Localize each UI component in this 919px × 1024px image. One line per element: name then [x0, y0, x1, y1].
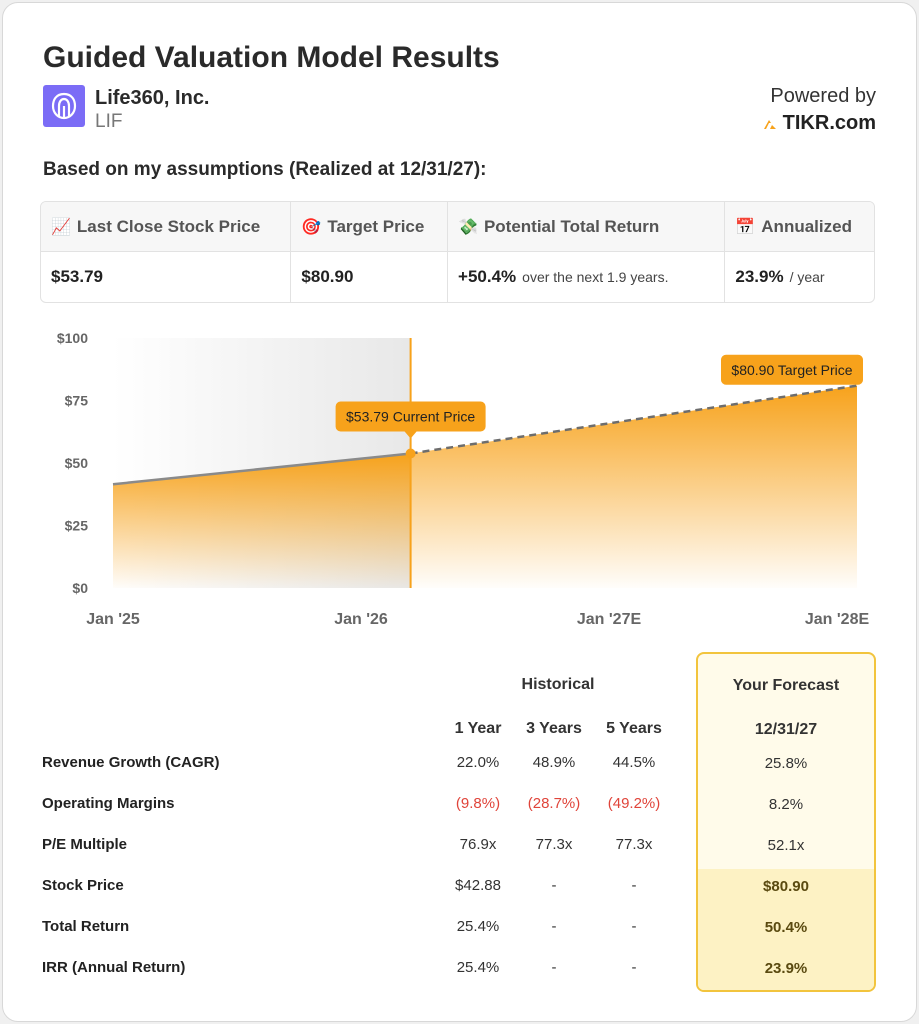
chart-up-icon: 📈	[51, 217, 71, 236]
metric-forecast-value: $80.90	[763, 878, 809, 895]
summary-target: 🎯 Target Price $80.90	[291, 202, 449, 302]
metric-forecast-value: 8.2%	[768, 796, 804, 813]
potential-return-label: Potential Total Return	[483, 216, 660, 236]
x-tick-label: Jan '25	[86, 611, 140, 628]
page-title: Guided Valuation Model Results	[43, 41, 500, 74]
metric-historical-value: (9.8%)	[455, 795, 501, 812]
metric-forecast-value: 50.4%	[764, 919, 808, 936]
target-price-callout	[721, 354, 863, 385]
current-price-point	[405, 448, 416, 459]
metric-forecast-value: 25.8%	[764, 755, 808, 772]
historical-header: Historical	[521, 676, 595, 693]
target-icon: 🎯	[301, 217, 322, 236]
last-close-value: $53.79	[51, 267, 103, 286]
metric-historical-value: 22.0%	[456, 754, 500, 771]
tikr-logo-icon	[763, 119, 776, 129]
metric-label: Operating Margins	[42, 795, 175, 812]
historical-line	[112, 452, 411, 486]
forecast-header: Your Forecast	[732, 677, 840, 694]
metric-historical-value: 77.3x	[615, 836, 653, 853]
current-price-callout	[335, 401, 486, 432]
metric-historical-value: -	[631, 959, 637, 976]
metric-label: P/E Multiple	[42, 836, 128, 853]
summary-annualized: 📅 Annualized 23.9% / year	[725, 202, 874, 302]
metric-historical-value: 77.3x	[535, 836, 573, 853]
target-value: $80.90	[301, 267, 354, 286]
x-tick-label: Jan '28E	[805, 611, 870, 628]
column-3-years: 3 Years	[526, 720, 582, 737]
metrics-table: Historical Your Forecast 1 Year 3 Years …	[0, 650, 919, 1000]
metric-historical-value: -	[551, 918, 557, 935]
annualized-label: Annualized	[761, 216, 852, 236]
last-close-label: Last Close Stock Price	[76, 216, 261, 236]
forecast-area	[410, 385, 857, 588]
target-label: Target Price	[327, 216, 425, 236]
metric-historical-value: -	[551, 877, 557, 894]
powered-by-label: Powered by	[770, 85, 876, 107]
column-5-years: 5 Years	[606, 720, 662, 737]
column-forecast-date: 12/31/27	[754, 721, 818, 738]
metric-historical-value: 25.4%	[456, 918, 500, 935]
x-tick-label: Jan '26	[334, 611, 388, 628]
calendar-icon: 📅	[735, 217, 756, 236]
summary-table: 📈 Last Close Stock Price $53.79 🎯 Target…	[40, 201, 875, 303]
column-1-year: 1 Year	[454, 720, 502, 737]
metric-label: IRR (Annual Return)	[42, 959, 186, 976]
company-name: Life360, Inc.	[95, 87, 210, 109]
metric-label: Total Return	[42, 918, 130, 935]
annualized-value: 23.9%	[735, 267, 784, 286]
forecast-line	[410, 384, 857, 455]
price-chart: $0 $25 $50 $75 $100 $53.79 Current Price $80.9…	[57, 330, 870, 628]
summary-last-close: 📈 Last Close Stock Price $53.79	[41, 202, 292, 302]
company-logo-icon	[43, 85, 85, 127]
metric-historical-value: (49.2%)	[607, 795, 661, 812]
brand-name: TIKR.com	[782, 112, 876, 134]
y-tick-label: $50	[65, 455, 89, 471]
forecast-panel	[696, 652, 876, 992]
annualized-note: / year	[789, 269, 825, 285]
metric-historical-value: 44.5%	[612, 754, 656, 771]
metric-historical-value: -	[631, 877, 637, 894]
brand-link[interactable]: TIKR.com	[763, 112, 876, 135]
metric-historical-value: 25.4%	[456, 959, 500, 976]
potential-return-value: +50.4%	[458, 267, 517, 286]
current-price-callout-pointer	[404, 431, 417, 439]
ticker-symbol: LIF	[95, 111, 123, 132]
metric-historical-value: -	[551, 959, 557, 976]
y-tick-label: $0	[72, 580, 88, 596]
metric-label: Stock Price	[42, 877, 124, 894]
metric-historical-value: (28.7%)	[527, 795, 581, 812]
metric-forecast-value: 52.1x	[767, 837, 805, 854]
y-tick-label: $25	[65, 518, 89, 534]
potential-return-note: over the next 1.9 years.	[522, 269, 669, 285]
summary-potential-return: 💸 Potential Total Return +50.4% over the…	[448, 202, 726, 302]
y-tick-label: $75	[65, 393, 89, 409]
target-price-label: $80.90 Target Price	[731, 362, 852, 378]
powered-by[interactable]: Powered by TIKR.com	[763, 85, 876, 135]
metric-historical-value: 76.9x	[459, 836, 497, 853]
metric-forecast-value: 23.9%	[764, 960, 808, 977]
metric-historical-value: $42.88	[455, 877, 501, 894]
historical-area	[113, 453, 411, 588]
current-price-label: $53.79 Current Price	[346, 409, 475, 425]
y-tick-label: $100	[57, 330, 88, 346]
metric-historical-value: 48.9%	[532, 754, 576, 771]
assumptions-subtitle: Based on my assumptions (Realized at 12/…	[43, 159, 487, 180]
x-tick-label: Jan '27E	[577, 611, 642, 628]
metric-historical-value: -	[631, 918, 637, 935]
metric-label: Revenue Growth (CAGR)	[42, 754, 220, 771]
money-wings-icon: 💸	[458, 217, 478, 236]
